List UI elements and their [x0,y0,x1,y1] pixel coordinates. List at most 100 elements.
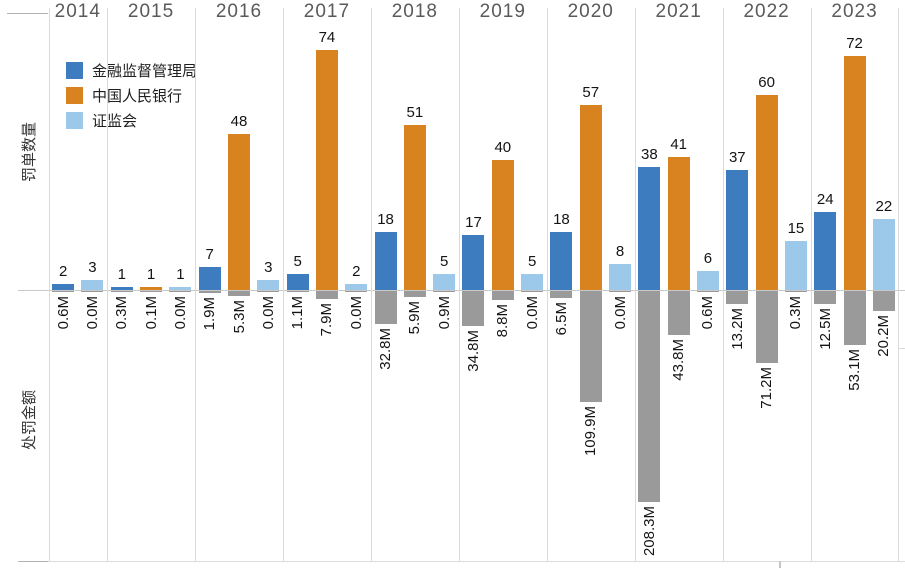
count-label: 5 [527,253,537,270]
amount-label: 0.0M [259,296,277,330]
amount-bar [52,291,75,292]
right-axis-tick [898,348,905,349]
amount-bar [433,291,456,292]
amount-label: 32.8M [377,328,395,370]
amount-label: 71.2M [758,367,776,409]
year-gridline [547,8,548,561]
amount-bar [345,291,368,292]
year-label: 2017 [303,1,351,22]
count-bar [345,284,368,290]
count-bar [814,212,837,290]
count-bar [784,241,807,290]
count-bar [491,160,514,290]
count-label: 22 [875,198,893,215]
amount-label: 13.2M [728,308,746,350]
amount-bar [81,291,104,292]
count-label: 3 [264,259,273,276]
count-label: 8 [615,243,625,260]
amount-bar [110,291,133,292]
amount-label: 20.2M [875,315,893,357]
year-gridline [459,8,460,561]
year-label: 2018 [391,1,438,22]
year-gridline [898,8,899,561]
amount-bar [814,291,837,304]
count-label: 2 [58,263,68,280]
amount-label: 1.1M [289,296,307,330]
amount-bar [257,291,280,292]
amount-label: 0.0M [347,296,365,330]
amount-bar [609,291,632,292]
amount-bar [374,291,397,324]
year-label: 2023 [831,1,878,22]
count-bar [462,235,485,290]
zero-axis-line [18,290,905,291]
amount-label: 0.6M [699,296,717,330]
amount-bar [638,291,661,502]
amount-bar [462,291,485,326]
count-bar [228,134,251,290]
count-label: 2 [352,263,361,280]
year-label: 2022 [743,1,790,22]
count-label: 5 [293,253,302,270]
amount-bar [843,291,866,345]
amount-label: 0.0M [523,296,541,330]
count-bar [52,284,75,290]
count-label: 57 [582,84,600,101]
year-gridline [107,8,108,561]
amount-bar [521,291,544,292]
count-label: 38 [641,146,658,163]
count-label: 1 [146,266,156,283]
count-bar [198,267,221,290]
count-label: 51 [406,104,424,121]
amount-bar [169,291,192,292]
count-bar [726,170,749,290]
count-bar [257,280,280,290]
amount-bar [755,291,778,363]
year-label: 2015 [127,1,175,22]
count-bar [843,56,866,290]
amount-bar [872,291,895,311]
amount-bar [286,291,309,292]
count-label: 60 [758,74,775,91]
legend-swatch-blue-icon [66,61,83,79]
amount-label: 0.6M [54,296,72,330]
count-bar [403,125,426,290]
legend-label: 金融监督管理局 [92,62,198,80]
count-label: 48 [230,113,248,130]
count-label: 1 [117,266,126,283]
amount-label: 208.3M [640,506,658,557]
year-label: 2016 [215,1,263,22]
count-label: 6 [703,250,713,267]
count-bar [169,287,192,290]
year-gridline [371,8,372,561]
amount-bar [228,291,251,296]
year-gridline [723,8,724,561]
count-bar [433,274,456,290]
amount-bar [726,291,749,304]
legend-swatch-orange-icon [66,86,83,104]
amount-label: 0.0M [611,296,629,330]
amount-label: 109.9M [582,406,600,457]
amount-label: 0.3M [113,296,131,330]
legend-item-zhongguorenminyinhang: 中国人民银行 [66,86,197,105]
amount-label: 1.9M [201,297,219,331]
year-gridline [283,8,284,561]
count-label: 18 [553,211,570,228]
count-label: 5 [440,253,449,270]
count-bar [521,274,544,290]
year-gridline [195,8,196,561]
count-bar [374,232,397,290]
legend-item-jinrongjianduguanliju: 金融监督管理局 [66,61,198,80]
legend: 金融监督管理局 中国人民银行 证监会 [66,61,197,136]
count-label: 37 [728,149,746,166]
amount-label: 0.1M [142,296,160,330]
count-label: 41 [670,136,687,153]
year-gridline [811,8,812,561]
count-bar [696,271,719,290]
amount-label: 0.0M [171,296,189,330]
count-label: 72 [846,35,863,52]
bottom-axis-line [18,561,905,562]
count-bar [872,219,895,290]
amount-bar [198,291,221,293]
amount-label: 34.8M [464,330,482,372]
